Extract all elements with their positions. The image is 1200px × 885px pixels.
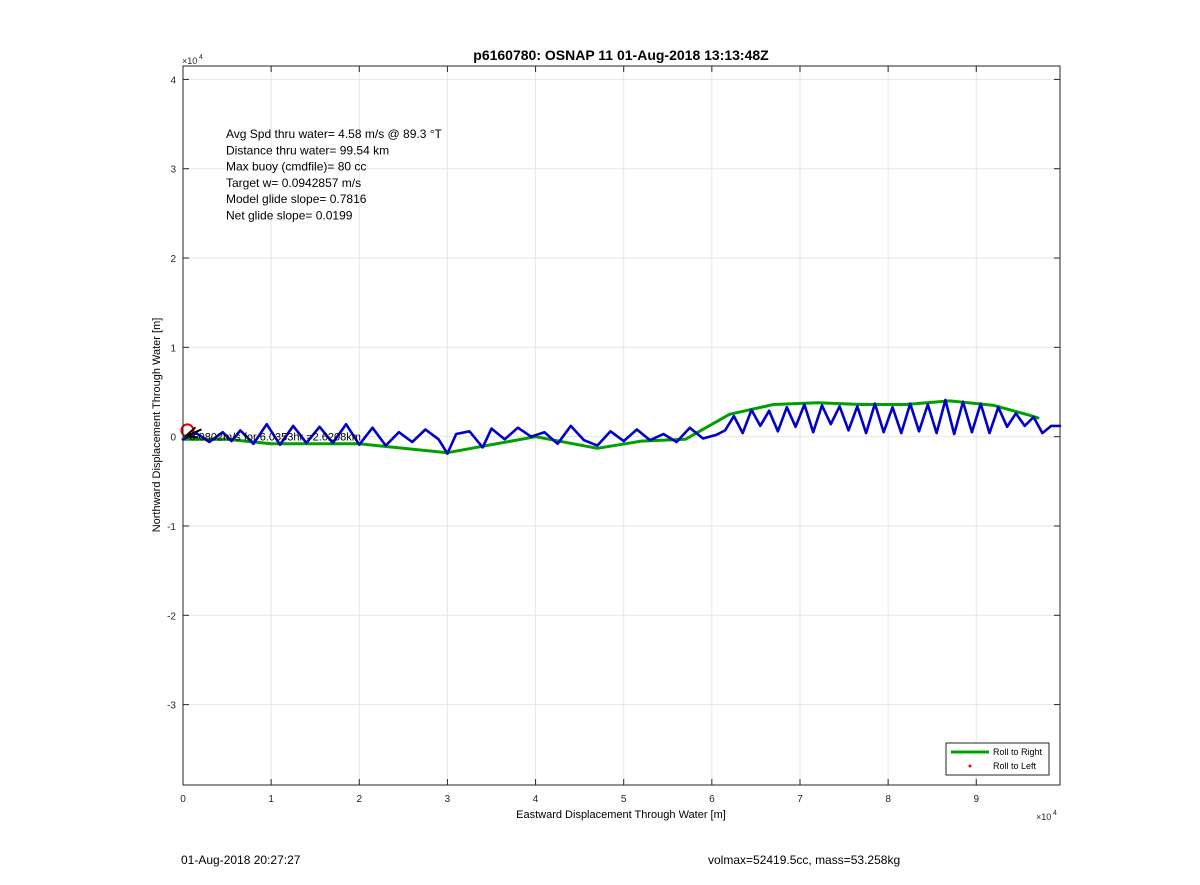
annotation-line: Target w= 0.0942857 m/s — [226, 176, 361, 190]
x-tick-label: 6 — [709, 794, 715, 805]
series-line-roll-to-right — [181, 399, 1040, 455]
x-tick-label: 9 — [973, 794, 979, 805]
x-tick-label: 5 — [621, 794, 627, 805]
current-label: 0.0802m/s for 6.0353hr =2.6208km — [189, 431, 361, 443]
footer-timestamp: 01-Aug-2018 20:27:27 — [181, 853, 301, 867]
x-exponent-label: ×10 4 — [1036, 810, 1057, 822]
annotation-line: Max buoy (cmdfile)= 80 cc — [226, 160, 366, 174]
legend: Roll to Right Roll to Left — [945, 742, 1050, 776]
x-tick-label: 2 — [357, 794, 363, 805]
y-axis-label: Northward Displacement Through Water [m] — [151, 318, 163, 533]
y-tick-label: -1 — [167, 522, 176, 533]
ticks: 0 1 2 3 4 5 6 7 8 9 -3 -2 -1 0 1 2 3 4 — [167, 66, 1060, 805]
x-axis-label: Eastward Displacement Through Water [m] — [516, 809, 726, 821]
annotation-line: Net glide slope= 0.0199 — [226, 209, 353, 223]
y-tick-label: 3 — [170, 165, 176, 176]
x-tick-label: 0 — [180, 794, 186, 805]
axes-box — [182, 65, 1061, 786]
series-layer: 0.0802m/s for 6.0353hr =2.6208km — [180, 398, 1062, 455]
svg-text:4: 4 — [1053, 810, 1057, 817]
series-line-trajectory — [181, 398, 1062, 455]
plot-area — [183, 66, 1060, 785]
svg-text:×10: ×10 — [182, 56, 197, 66]
y-tick-label: -2 — [167, 611, 176, 622]
footer-volmax-mass: volmax=52419.5cc, mass=53.258kg — [708, 853, 901, 867]
y-exponent-label: ×10 4 — [182, 54, 203, 66]
y-tick-label: -3 — [167, 701, 176, 712]
annotation-line: Avg Spd thru water= 4.58 m/s @ 89.3 °T — [226, 127, 443, 141]
annotation-line: Model glide slope= 0.7816 — [226, 192, 367, 206]
x-tick-label: 4 — [533, 794, 539, 805]
y-tick-label: 2 — [170, 254, 176, 265]
chart-title: p6160780: OSNAP 11 01-Aug-2018 13:13:48Z — [473, 47, 769, 63]
x-tick-label: 1 — [268, 794, 274, 805]
legend-swatch-roll-left — [968, 764, 972, 768]
svg-text:4: 4 — [199, 54, 203, 61]
svg-text:×10: ×10 — [1036, 812, 1051, 822]
legend-box — [945, 742, 1050, 776]
legend-label-roll-right: Roll to Right — [993, 747, 1043, 757]
x-tick-label: 7 — [797, 794, 803, 805]
legend-label-roll-left: Roll to Left — [993, 761, 1037, 771]
annotation-line: Distance thru water= 99.54 km — [226, 143, 389, 157]
x-tick-label: 3 — [445, 794, 451, 805]
y-tick-label: 0 — [170, 433, 176, 444]
x-tick-label: 8 — [885, 794, 891, 805]
annotations: Avg Spd thru water= 4.58 m/s @ 89.3 °T Di… — [226, 127, 443, 223]
y-tick-label: 4 — [170, 75, 176, 86]
y-tick-label: 1 — [170, 343, 176, 354]
